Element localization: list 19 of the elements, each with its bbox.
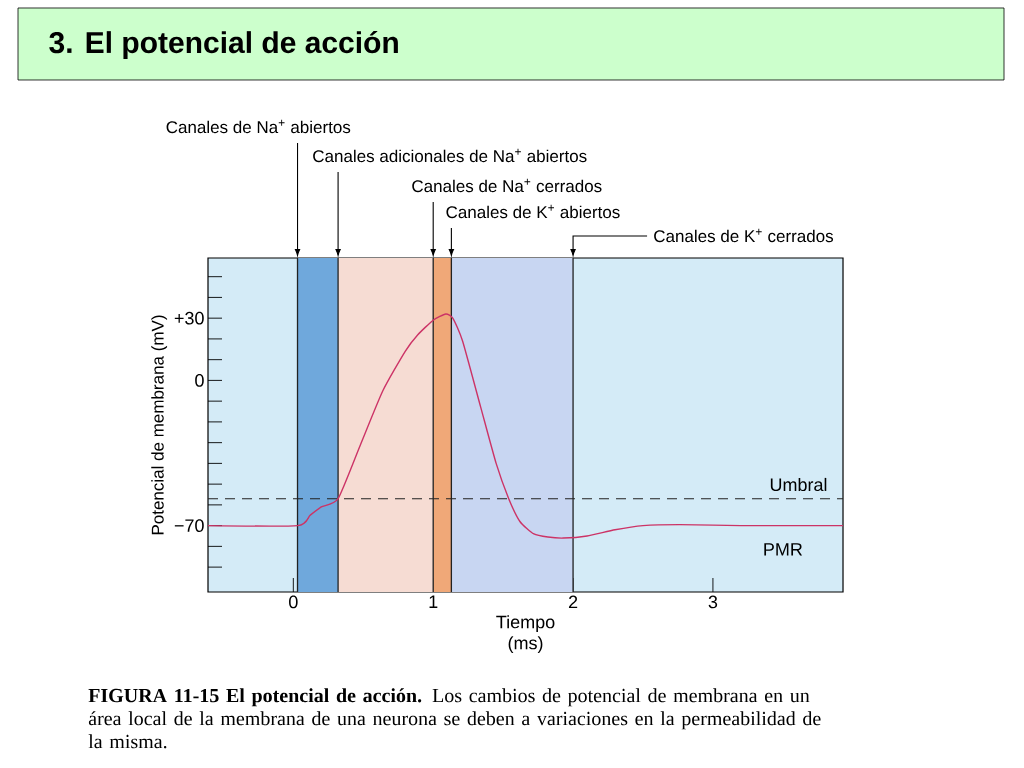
ref-line-label: Canales de K$^{+}$ abiertos bbox=[446, 204, 620, 219]
x-tick-label: 2 bbox=[568, 595, 578, 609]
y-tick-label: +30 bbox=[174, 311, 204, 325]
y-tick-label: −70 bbox=[174, 519, 204, 532]
line-series bbox=[207, 313, 844, 539]
x-tick-label: 3 bbox=[708, 595, 718, 609]
ref-line-label: Canales de K$^{+}$ cerrados bbox=[654, 228, 834, 243]
x-tick-label: 1 bbox=[429, 595, 438, 608]
text: FIGURA 11-15 El potencial de acción. Los cambios de potencial de membrana en un área local de la membrana de una neurona se deben a variaciones en la permeabilidad de la misma. bbox=[88, 688, 821, 749]
y-tick-label: 0 bbox=[195, 374, 204, 387]
y-axis-title: Potencial de membrana (mV) bbox=[151, 315, 168, 535]
ref-line-label: Canales de Na$^{+}$ cerrados bbox=[412, 178, 602, 193]
x-axis-title: Tiempo (ms) bbox=[496, 615, 555, 653]
ref-line-label: Canales adicionales de Na$^{+}$ abiertos bbox=[313, 148, 587, 163]
ref-line-label: Umbral bbox=[770, 477, 827, 492]
chart-title: 3. El potencial de acción bbox=[49, 30, 398, 60]
x-tick-label: 0 bbox=[289, 595, 298, 609]
annotation: PMR bbox=[764, 543, 803, 556]
ref-line-label: Canales de Na$^{+}$ abiertos bbox=[166, 119, 351, 134]
